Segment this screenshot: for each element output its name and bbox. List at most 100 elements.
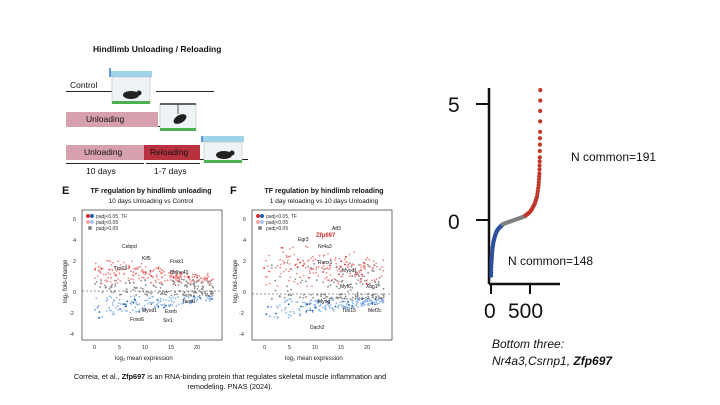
ma-point [130, 270, 132, 273]
ma-point [375, 300, 378, 302]
ma-point [180, 272, 182, 275]
ytick-label-0: 0 [448, 211, 460, 234]
ma-point [104, 284, 106, 287]
down-count-label: N common=148 [508, 254, 594, 268]
ma-point [183, 275, 186, 278]
ma-point [318, 305, 321, 307]
ma-point [336, 297, 339, 300]
ma-point [188, 277, 190, 280]
ma-point [312, 272, 315, 274]
ma-point [192, 296, 195, 299]
ma-point [94, 283, 96, 285]
ma-point [206, 280, 209, 283]
ma-point [333, 277, 336, 280]
ma-point [169, 276, 172, 279]
ma-point [205, 294, 208, 297]
rank-point [537, 159, 542, 164]
ma-point [189, 282, 192, 284]
bottom-three-heading: Bottom three: [492, 337, 565, 351]
gene-label: Cebpd [122, 244, 137, 250]
ma-point [211, 295, 214, 297]
ma-point [320, 266, 323, 269]
gene-label: Atf3 [332, 226, 341, 232]
ma-point [327, 253, 329, 255]
ma-point [367, 271, 369, 274]
ma-point [106, 280, 109, 283]
ma-point [190, 280, 193, 283]
ma-point [279, 258, 281, 261]
ma-point [271, 264, 273, 267]
ma-point [127, 267, 130, 270]
bottom-three-genes: Nr4a3,Csrnp1, Zfp697 [492, 353, 612, 370]
ma-point [128, 282, 131, 285]
ma-point [347, 290, 349, 293]
ma-point [138, 308, 141, 311]
ma-point [377, 297, 380, 300]
ma-point [324, 267, 327, 270]
panel-f-ytick: -4 [239, 332, 244, 338]
ma-point [305, 304, 307, 307]
ma-point [361, 298, 364, 301]
ma-point [165, 299, 167, 301]
ma-point [347, 266, 349, 269]
panel-f-subtitle: 1 day reloading vs 10 days Unloading [269, 198, 379, 205]
ma-point [357, 306, 359, 309]
ma-point [343, 263, 346, 266]
ma-point [152, 276, 154, 279]
ma-point [141, 268, 144, 271]
ma-point [382, 298, 385, 301]
ma-point [274, 279, 277, 282]
ma-point [96, 306, 99, 309]
ma-point [278, 295, 281, 297]
ma-point [311, 309, 314, 312]
ma-point [358, 271, 361, 274]
ma-point [132, 278, 135, 281]
ma-point [358, 264, 360, 266]
ma-point [288, 270, 290, 273]
ma-point [348, 306, 350, 309]
control-label: Control [70, 80, 98, 90]
ma-point [175, 304, 178, 307]
ma-point [116, 282, 119, 284]
ma-point [309, 307, 312, 310]
ma-point [124, 268, 126, 270]
ma-point [132, 288, 135, 291]
ma-point [135, 310, 137, 313]
ma-point [200, 282, 203, 284]
ma-point [174, 284, 177, 287]
ma-point [311, 285, 313, 287]
ma-point [106, 298, 109, 301]
ma-point [381, 301, 384, 304]
duration-unloading: 10 days [86, 166, 116, 176]
rank-plot: 5 0 0 500 [448, 88, 560, 323]
gene-label: Egr3 [298, 237, 309, 243]
ma-point [135, 272, 138, 275]
panel-f-ma-plot: 6 4 2 0 -2 -4 0 5 10 15 20 log₂ mean exp… [233, 209, 393, 362]
ma-point [196, 288, 199, 290]
ma-point [181, 302, 183, 305]
ma-point [359, 264, 362, 266]
ma-point [362, 265, 365, 268]
ma-point [115, 270, 118, 272]
ma-point [205, 277, 207, 280]
ma-point [316, 294, 319, 296]
ma-point [143, 304, 146, 307]
ma-point [137, 274, 140, 277]
ma-point [277, 306, 279, 309]
ma-point [376, 265, 378, 268]
ma-point [110, 264, 113, 266]
ma-point [290, 288, 292, 291]
ma-point [185, 301, 188, 303]
ma-point [142, 271, 145, 273]
ma-point [350, 265, 353, 268]
ma-point [369, 302, 372, 305]
ma-point [209, 282, 212, 285]
ma-point [128, 264, 130, 267]
gene-label: Nr4a3 [318, 244, 332, 250]
ma-point [211, 290, 214, 293]
control-line-right [156, 91, 214, 92]
ma-point [212, 286, 214, 289]
ma-point [138, 295, 141, 298]
ma-point [108, 306, 110, 309]
ma-point [178, 277, 181, 280]
